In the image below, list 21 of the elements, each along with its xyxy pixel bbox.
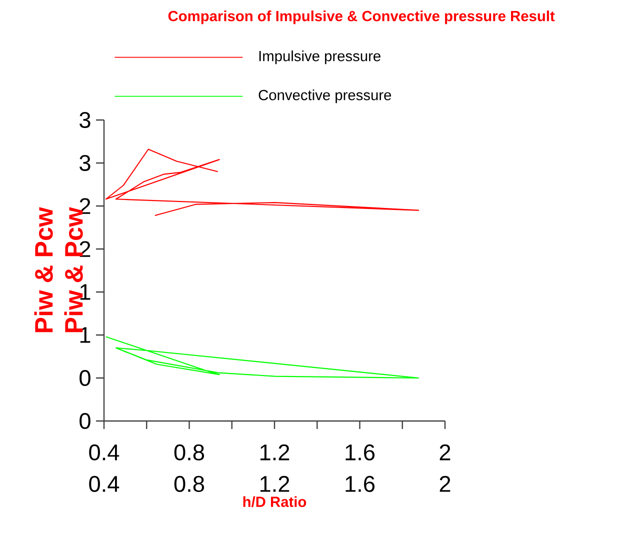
y-tick-label: 3 (80, 154, 90, 172)
y-tick-label: 0 (80, 412, 90, 430)
text: Convective pressure (258, 90, 392, 104)
x-tick-label: 1.6 (346, 444, 375, 460)
x-tick-label: 1.2 (260, 444, 290, 460)
text: 1.6 (346, 476, 375, 492)
text: Impulsive pressure (259, 50, 380, 64)
text: 1.2 (260, 476, 290, 492)
line-series (105, 148, 420, 216)
x-tick-label: 0.8 (174, 444, 204, 460)
x-tick-label: 0.4 (89, 444, 120, 460)
line-series (105, 336, 420, 379)
text: 0.8 (174, 476, 204, 492)
text: 0.4 (89, 476, 120, 492)
x-axis-title: h/D Ratio (243, 496, 306, 508)
chart-title: Comparison of Impulsive & Convective pressure Result (168, 10, 555, 24)
x-tick-label: 2 (440, 444, 450, 460)
text: 2 (440, 476, 450, 492)
text: Piw & Pcw (34, 207, 53, 332)
y-tick-label: 3 (80, 112, 90, 128)
y-tick-label: 0 (80, 370, 90, 386)
